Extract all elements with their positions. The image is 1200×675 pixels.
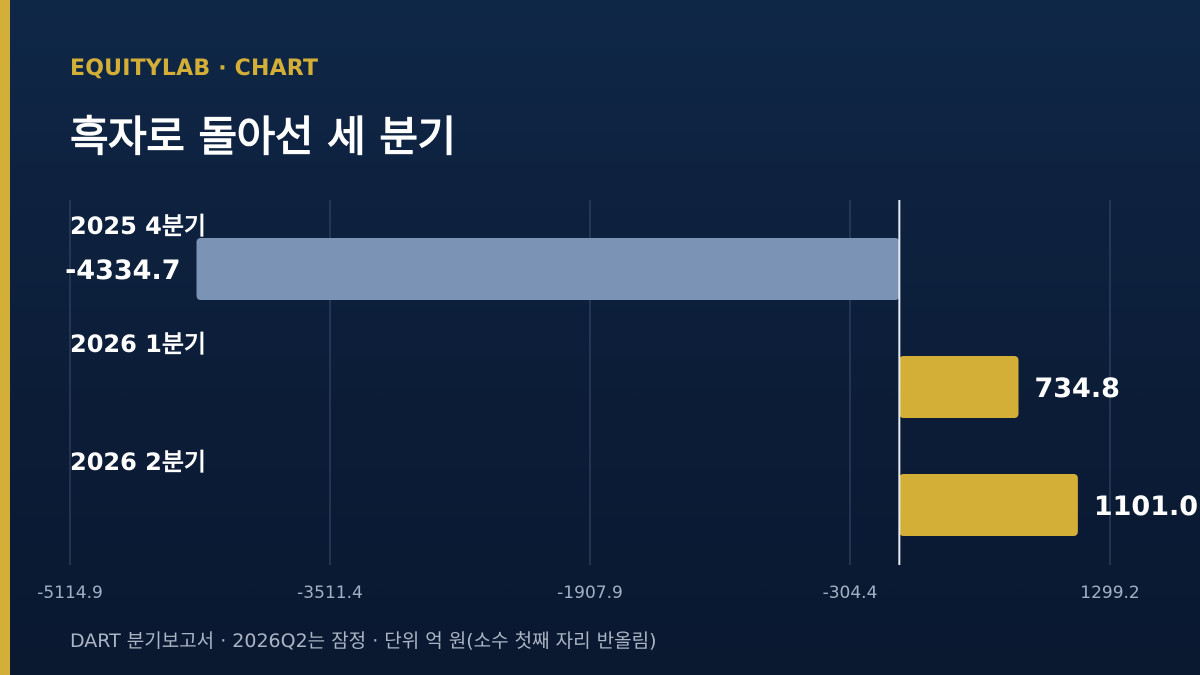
value-label: -4334.7 bbox=[65, 255, 180, 286]
bars bbox=[196, 238, 1078, 536]
x-tick-label: -304.4 bbox=[823, 583, 878, 603]
category-label: 2026 1분기 bbox=[70, 330, 206, 358]
x-tick-label: -5114.9 bbox=[37, 583, 103, 603]
chart-title: 흑자로 돌아선 세 분기 bbox=[70, 112, 456, 161]
category-label: 2025 4분기 bbox=[70, 212, 206, 240]
bar bbox=[899, 474, 1078, 536]
bar bbox=[899, 356, 1019, 418]
value-labels: -4334.7 734.8 1101.0 bbox=[65, 255, 1198, 522]
x-tick-label: -3511.4 bbox=[297, 583, 363, 603]
accent-stripe bbox=[0, 0, 10, 675]
value-label: 1101.0 bbox=[1094, 491, 1198, 522]
source-note: DART 분기보고서 · 2026Q2는 잠정 · 단위 억 원(소수 첫째 자… bbox=[70, 630, 657, 652]
brand-label: EQUITYLAB · CHART bbox=[70, 56, 319, 81]
category-labels: 2025 4분기 2026 1분기 2026 2분기 bbox=[70, 212, 206, 476]
x-tick-label: -1907.9 bbox=[557, 583, 623, 603]
x-tick-label: 1299.2 bbox=[1080, 583, 1139, 603]
bar bbox=[196, 238, 900, 300]
category-label: 2026 2분기 bbox=[70, 448, 206, 476]
x-axis-ticks: -5114.9 -3511.4 -1907.9 -304.4 1299.2 bbox=[37, 583, 1140, 603]
value-label: 734.8 bbox=[1034, 373, 1119, 404]
